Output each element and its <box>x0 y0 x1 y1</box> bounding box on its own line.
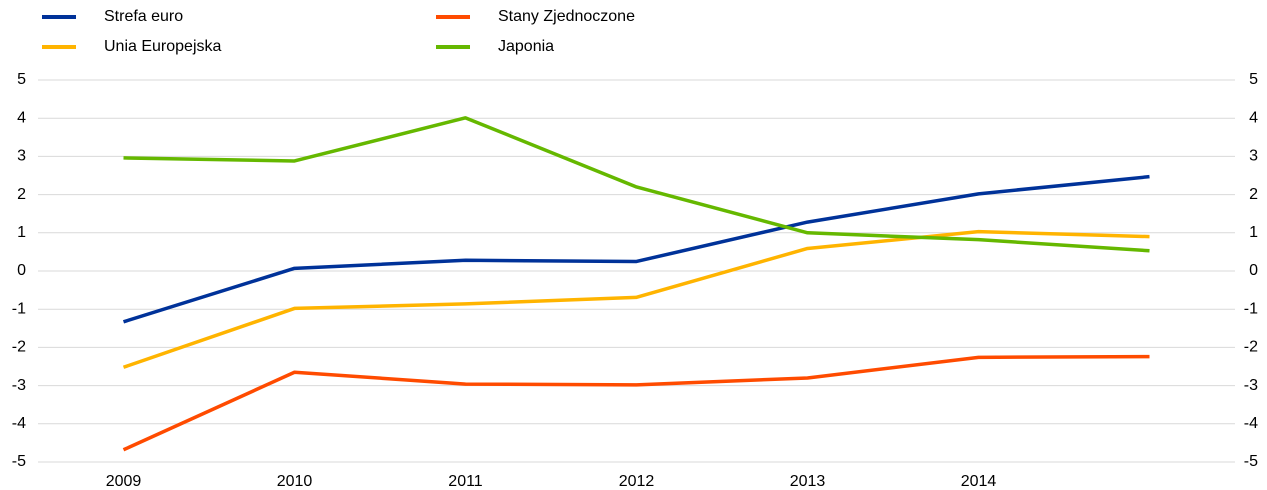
y-tick-label: -5 <box>12 453 26 470</box>
y2-tick-label: 1 <box>1249 224 1258 241</box>
series-line <box>122 229 1150 369</box>
y-tick-label: 1 <box>17 224 26 241</box>
y-tick-label: 0 <box>17 262 26 279</box>
y2-tick-label: 4 <box>1249 109 1258 126</box>
x-tick-label: 2012 <box>619 473 655 490</box>
series-line <box>122 174 1150 324</box>
series-line <box>122 354 1150 452</box>
y2-tick-label: 3 <box>1249 148 1258 165</box>
y2-tick-label: 2 <box>1249 186 1258 203</box>
x-tick-label: 2014 <box>961 473 997 490</box>
y-tick-label: 5 <box>17 71 26 88</box>
y-tick-label: -3 <box>12 377 26 394</box>
y-tick-label: 3 <box>17 148 26 165</box>
y-tick-label: -2 <box>12 339 26 356</box>
y2-tick-label: -5 <box>1244 453 1258 470</box>
x-tick-label: 2013 <box>790 473 826 490</box>
legend-label: Japonia <box>498 38 554 55</box>
y-tick-label: -4 <box>12 415 26 432</box>
legend-label: Unia Europejska <box>104 38 222 55</box>
y2-tick-label: 5 <box>1249 71 1258 88</box>
y2-tick-label: -3 <box>1244 377 1258 394</box>
y2-tick-label: -1 <box>1244 300 1258 317</box>
x-tick-label: 2010 <box>277 473 313 490</box>
legend-label: Strefa euro <box>104 8 183 25</box>
y-tick-label: 2 <box>17 186 26 203</box>
y2-tick-label: 0 <box>1249 262 1258 279</box>
legend-label: Stany Zjednoczone <box>498 8 635 25</box>
x-tick-label: 2011 <box>448 473 483 490</box>
y2-tick-label: -4 <box>1244 415 1258 432</box>
y2-tick-label: -2 <box>1244 339 1258 356</box>
series-line <box>123 116 1150 253</box>
y-tick-label: 4 <box>17 109 26 126</box>
x-tick-label: 2009 <box>106 473 142 490</box>
y-tick-label: -1 <box>12 300 26 317</box>
